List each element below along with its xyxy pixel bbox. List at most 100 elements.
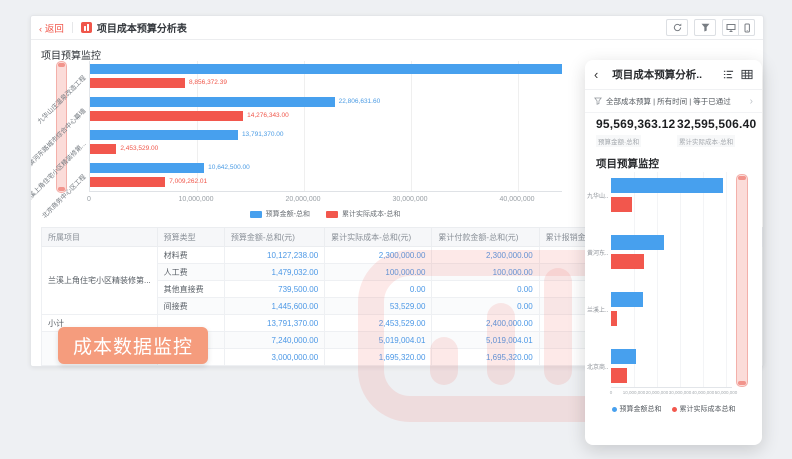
desktop-view-button[interactable]	[723, 20, 738, 35]
bar-value-label: 10,642,500.00	[208, 164, 250, 171]
filter-button[interactable]	[694, 19, 716, 36]
actual-cost-cell: 2,453,529.00	[324, 314, 433, 332]
legend-label: 预算金额-总和	[265, 211, 310, 218]
actual-cost-bar[interactable]	[611, 197, 632, 212]
bar-value-label: 22,806,631.60	[338, 98, 381, 105]
actual-cost-bar[interactable]	[90, 144, 117, 154]
panel-chart-legend: 预算金额总和 累计实际成本总和	[585, 404, 762, 414]
metric-value: 32,595,506.40	[677, 117, 757, 131]
dashboard-icon	[80, 22, 92, 33]
panel-list-button[interactable]	[723, 69, 734, 80]
axis-tick-label: 10,000,000	[622, 390, 646, 395]
panel-table-button[interactable]	[741, 69, 753, 80]
paid-amount-cell: 1,695,320.00	[431, 348, 540, 366]
panel-chart-x-axis: 0 10,000,000 20,000,000 30,000,000 40,000,00…	[585, 390, 762, 398]
chart-plot-area: 九华山庄温泉改造工程 8,856,372.39 黄河东路城市综合中心幕墙 22,806…	[31, 61, 562, 220]
panel-back-button[interactable]: ‹	[594, 67, 599, 82]
paid-amount-cell: 5,019,004.01	[431, 331, 540, 349]
paid-amount-cell: 0.00	[431, 280, 540, 298]
budget-bar[interactable]	[90, 163, 205, 173]
panel-filter-bar[interactable]: 全部成本预算 | 所有时间 | 等于已通过 ›	[585, 90, 762, 113]
bar-value-label: 14,276,343.00	[247, 112, 289, 119]
panel-datazoom-slider[interactable]	[736, 174, 748, 387]
legend-item[interactable]: 累计实际成本总和	[671, 404, 736, 414]
refresh-icon	[673, 23, 681, 32]
gridline	[657, 172, 658, 387]
toolbar-actions	[666, 19, 755, 36]
legend-swatch	[249, 210, 262, 218]
axis-tick-label: 10,000,000	[178, 196, 214, 203]
budget-cell: 739,500.00	[223, 280, 326, 298]
toolbar-divider	[71, 22, 73, 33]
funnel-icon	[594, 97, 602, 105]
column-header: 所属项目	[41, 227, 158, 247]
gridline	[411, 61, 412, 191]
panel-chart-plot-area	[611, 172, 732, 388]
panel-header: ‹ 项目成本预算分析..	[585, 60, 762, 90]
budget-bar[interactable]	[90, 64, 562, 74]
legend-item[interactable]: 预算金额-总和	[249, 209, 310, 219]
actual-cost-cell: 53,529.00	[324, 297, 433, 315]
actual-cost-bar[interactable]	[90, 111, 244, 121]
budget-bar[interactable]	[611, 235, 665, 250]
legend-swatch	[326, 210, 338, 218]
panel-filter-text: 全部成本预算 | 所有时间 | 等于已通过	[606, 96, 731, 106]
gridline	[703, 172, 704, 387]
mobile-icon	[744, 23, 750, 32]
budget-bar[interactable]	[611, 349, 636, 364]
back-button[interactable]: ‹ 返回	[39, 21, 64, 35]
bar-value-label: 2,453,529.00	[120, 145, 159, 152]
toolbar: ‹ 返回 项目成本预算分析表	[31, 16, 763, 40]
paid-amount-cell: 0.00	[431, 297, 540, 315]
actual-cost-cell: 100,000.00	[324, 263, 433, 281]
actual-cost-bar[interactable]	[611, 368, 628, 383]
column-header: 累计付款金额-总和(元)	[431, 227, 540, 247]
bar-value-label: 7,009,262.01	[169, 178, 208, 185]
table-icon	[741, 69, 753, 80]
budget-bar[interactable]	[90, 97, 335, 107]
axis-tick-label: 30,000,000	[392, 196, 428, 203]
budget-cell: 3,000,000.00	[223, 348, 326, 366]
budget-cell: 1,445,600.00	[223, 297, 326, 315]
axis-tick-label: 0	[87, 196, 91, 203]
actual-cost-bar[interactable]	[90, 177, 166, 187]
filter-icon	[701, 23, 709, 32]
mobile-preview-panel: ‹ 项目成本预算分析.. 全部成本预算 | 所有时间 | 等于已通过 › 95,…	[585, 60, 762, 445]
actual-cost-bar[interactable]	[611, 311, 617, 326]
metric-value: 95,569,363.12	[596, 117, 676, 131]
actual-cost-cell: 2,300,000.00	[324, 246, 433, 264]
project-cell: 兰溪上角住宅小区精装修第...	[41, 246, 158, 315]
column-header: 累计实际成本-总和(元)	[324, 227, 433, 247]
legend-label: 累计实际成本-总和	[342, 211, 401, 218]
metric-actual-total: 32,595,506.40 累计实际成本·总和	[677, 117, 761, 149]
axis-tick-label: 40,000,000	[691, 390, 715, 395]
metric-label: 累计实际成本·总和	[677, 135, 736, 147]
refresh-button[interactable]	[666, 19, 688, 36]
view-mode-switch	[722, 19, 755, 36]
legend-item[interactable]: 累计实际成本-总和	[326, 209, 400, 219]
gridline	[680, 172, 681, 387]
table-row[interactable]: 人工费1,479,032.00100,000.00100,000.0006.76…	[41, 263, 763, 281]
datazoom-slider[interactable]	[56, 61, 67, 193]
paid-amount-cell: 2,400,000.00	[431, 314, 540, 332]
budget-bar[interactable]	[611, 292, 644, 307]
legend-item[interactable]: 预算金额总和	[611, 404, 662, 414]
column-header: 预算金额-总和(元)	[223, 227, 326, 247]
chevron-right-icon: ›	[749, 95, 753, 107]
gridline	[634, 172, 635, 387]
type-cell: 材料费	[156, 246, 225, 264]
actual-cost-bar[interactable]	[611, 254, 645, 269]
category-label: 兰溪上..	[587, 308, 609, 314]
type-cell: 人工费	[156, 263, 225, 281]
actual-cost-bar[interactable]	[90, 78, 185, 88]
category-label: 北京商..	[587, 365, 609, 371]
budget-bar[interactable]	[90, 130, 238, 140]
mobile-view-button[interactable]	[738, 20, 754, 35]
axis-tick-label: 0	[609, 390, 613, 395]
back-chevron-icon: ‹	[39, 23, 43, 35]
axis-tick-label: 20,000,000	[645, 390, 669, 395]
metric-budget-total: 95,569,363.12 预算金额·总和	[596, 117, 680, 149]
bar-value-label: 13,791,370.00	[241, 131, 284, 138]
budget-bar[interactable]	[611, 178, 724, 193]
